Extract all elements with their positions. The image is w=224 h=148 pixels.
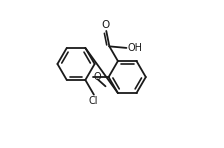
Text: O: O [101, 20, 110, 30]
Text: O: O [94, 72, 101, 82]
Text: Cl: Cl [88, 96, 98, 106]
Text: OH: OH [127, 43, 142, 53]
